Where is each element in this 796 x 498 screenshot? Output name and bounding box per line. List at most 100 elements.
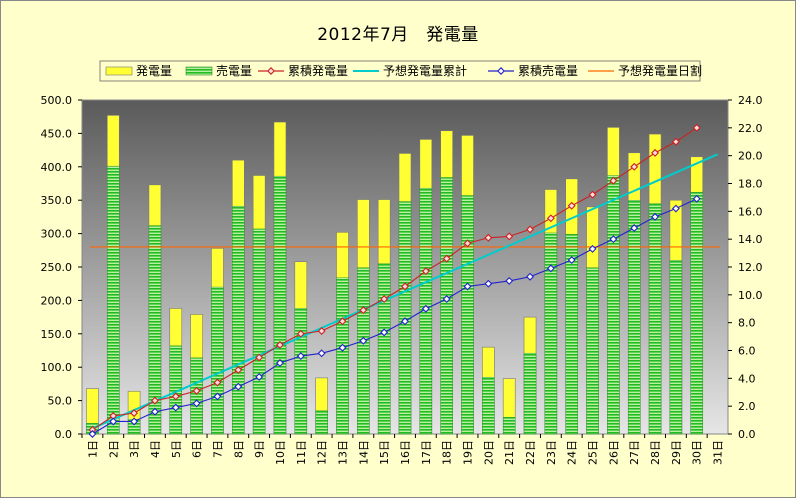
sales-bar (523, 352, 537, 435)
y-left-tick-label: 450.0 (41, 127, 73, 140)
x-tick-label: 25日 (587, 440, 600, 465)
cumulative-generation-marker (401, 282, 409, 291)
cumulative-sales-marker (317, 349, 326, 358)
sales-bar (190, 357, 203, 435)
cumulative-generation-marker (546, 214, 555, 223)
cumulative-sales-marker (567, 256, 576, 265)
cumulative-generation-marker (505, 232, 514, 241)
x-tick-label: 30日 (691, 440, 704, 465)
y-left-tick-label: 250.0 (41, 261, 73, 274)
y-left-tick-label: 350.0 (41, 194, 73, 207)
cumulative-sales-marker (463, 282, 472, 291)
legend-label: 予想発電量日割 (618, 63, 702, 78)
cumulative-sales-marker (609, 235, 618, 244)
sales-bar (211, 286, 224, 435)
sales-bar (294, 308, 308, 435)
cumulative-sales-marker (651, 212, 660, 221)
x-tick-label: 20日 (482, 440, 495, 465)
sales-bar (252, 228, 266, 435)
x-tick-label: 10日 (274, 440, 287, 465)
cumulative-sales-marker (401, 317, 409, 326)
sales-bar (315, 410, 328, 435)
sales-bar (107, 165, 120, 435)
y-left-tick-label: 100.0 (41, 361, 73, 374)
cumulative-sales-marker (692, 194, 701, 203)
cumulative-sales-marker (88, 430, 97, 438)
sales-bar (148, 225, 162, 435)
cumulative-generation-marker (296, 329, 305, 338)
cumulative-sales-marker (338, 343, 347, 352)
x-tick-label: 26日 (607, 440, 620, 465)
y-left-tick-label: 200.0 (41, 294, 73, 307)
cumulative-generation-marker (442, 254, 451, 263)
sales-bar (628, 199, 641, 435)
cumulative-generation-marker (463, 239, 472, 248)
x-tick-label: 7日 (211, 440, 224, 458)
x-tick-label: 18日 (441, 440, 454, 465)
cumulative-sales-marker (192, 399, 201, 408)
chart-title: 2012年7月 発電量 (317, 25, 479, 45)
cumulative-generation-marker (609, 176, 618, 185)
axes-group: 0.0 50.0 100.0 150.0 200.0 250.0 300.0 350.0 400… (41, 94, 763, 465)
y-left-tick-label: 300.0 (41, 228, 73, 241)
forecast-cumulative-line (92, 153, 718, 430)
legend-label: 予想発電量累計 (383, 63, 467, 78)
y-right-tick-label: 2.0 (738, 400, 756, 413)
legend: 発電量 売電量 累積発電量 予想発電量累計 累積売電量 予想発電量日割 (99, 60, 702, 82)
sales-bar (232, 206, 245, 435)
x-tick-label: 4日 (149, 440, 162, 458)
cumulative-generation-marker (567, 201, 576, 210)
cumulative-generation-marker (150, 396, 159, 405)
y-right-tick-label: 0.0 (738, 428, 756, 441)
cumulative-generation-marker (484, 233, 493, 242)
cumulative-generation-marker (692, 123, 701, 132)
legend-label: 売電量 (216, 63, 252, 78)
sales-bar (377, 263, 391, 435)
x-tick-label: 31日 (712, 440, 725, 465)
sales-bar (336, 277, 349, 435)
cumulative-generation-marker (317, 327, 326, 335)
cumulative-sales-marker (171, 403, 180, 412)
cumulative-sales-marker (588, 244, 597, 253)
cumulative-sales-marker (526, 272, 535, 281)
x-tick-label: 1日 (86, 440, 99, 458)
legend-swatch-sales (185, 66, 213, 76)
cumulative-sales-marker (359, 336, 368, 345)
cumulative-sales-marker (630, 224, 639, 233)
y-right-tick-label: 20.0 (738, 150, 763, 163)
y-left-tick-label: 50.0 (48, 395, 73, 408)
x-tick-label: 19日 (462, 440, 475, 465)
y-left-tick-label: 400.0 (41, 161, 73, 174)
lines-group (88, 123, 720, 438)
x-tick-label: 15日 (378, 440, 391, 465)
sales-bar (440, 177, 453, 435)
y-right-tick-label: 14.0 (738, 233, 763, 246)
legend-box (99, 60, 701, 82)
cumulative-generation-marker (630, 162, 639, 171)
cumulative-sales-marker (234, 382, 243, 391)
x-tick-label: 2日 (107, 440, 120, 458)
x-tick-label: 9日 (253, 440, 266, 458)
sales-bar (669, 260, 683, 435)
x-tick-label: 14日 (357, 440, 370, 465)
y-right-tick-label: 22.0 (738, 122, 763, 135)
cumulative-generation-marker (671, 137, 680, 146)
x-tick-label: 11日 (295, 440, 308, 465)
x-tick-label: 6日 (191, 440, 204, 458)
cumulative-sales-marker (296, 352, 305, 361)
cumulative-generation-marker (171, 392, 180, 401)
cumulative-sales-marker (255, 372, 264, 381)
x-tick-label: 29日 (670, 440, 683, 465)
sales-bar (482, 377, 495, 435)
sales-bar (544, 232, 558, 435)
legend-label: 発電量 (136, 64, 172, 78)
x-tick-label: 13日 (336, 440, 349, 465)
cumulative-generation-marker (338, 317, 347, 326)
y-left-tick-label: 0.0 (55, 428, 73, 441)
y-right-tick-label: 18.0 (738, 178, 763, 191)
cumulative-generation-marker (234, 366, 243, 374)
y-right-tick-label: 16.0 (738, 205, 763, 218)
y-right-tick-label: 12.0 (738, 261, 763, 274)
sales-bar (357, 267, 370, 435)
